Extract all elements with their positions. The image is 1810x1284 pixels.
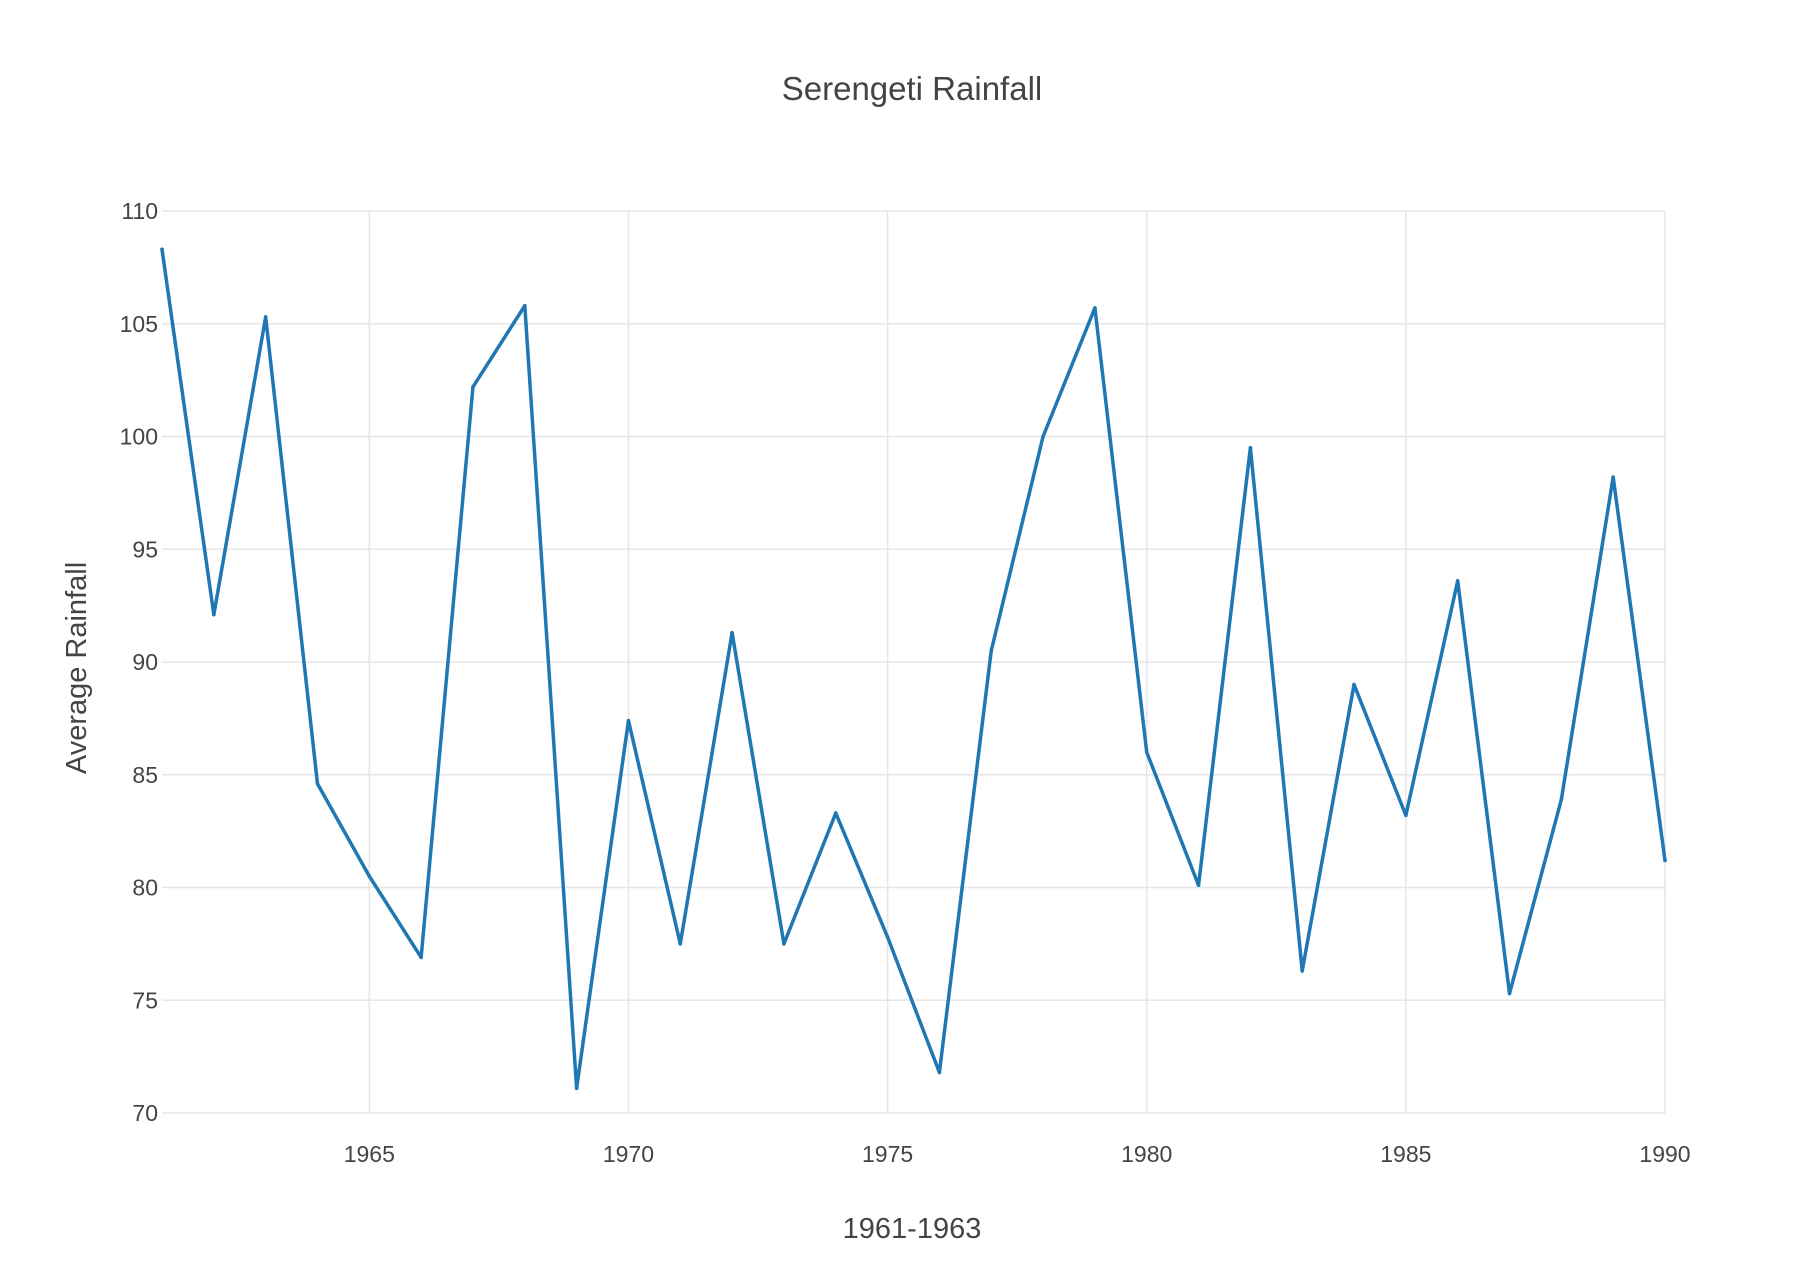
y-tick-label: 110 bbox=[121, 198, 158, 224]
x-tick-label: 1980 bbox=[1121, 1141, 1172, 1167]
data-point bbox=[1559, 797, 1564, 802]
data-point bbox=[160, 247, 164, 252]
y-tick-label: 85 bbox=[132, 762, 158, 788]
y-tick-label: 80 bbox=[132, 875, 158, 901]
x-tick-label: 1985 bbox=[1380, 1141, 1431, 1167]
x-axis-title: 1961-1963 bbox=[843, 1213, 982, 1245]
data-point bbox=[367, 874, 372, 879]
data-point bbox=[574, 1086, 579, 1090]
y-axis-title: Average Rainfall bbox=[61, 562, 93, 774]
chart-title: Serengeti Rainfall bbox=[782, 70, 1043, 107]
y-axis-ticks: 70 75 80 85 90 95 100 105 110 bbox=[120, 198, 158, 1126]
y-tick-label: 75 bbox=[132, 987, 158, 1013]
data-point bbox=[937, 1070, 942, 1075]
data-point bbox=[1041, 434, 1045, 439]
data-point bbox=[1455, 579, 1460, 583]
data-point bbox=[263, 315, 268, 319]
data-point bbox=[212, 612, 216, 617]
grid-lines bbox=[162, 210, 1666, 1114]
data-point bbox=[1611, 475, 1615, 479]
y-tick-label: 70 bbox=[132, 1100, 158, 1126]
data-point bbox=[1196, 883, 1201, 888]
x-tick-label: 1990 bbox=[1639, 1141, 1690, 1167]
plot-area bbox=[160, 247, 1667, 1090]
data-point bbox=[678, 942, 683, 946]
data-point bbox=[522, 303, 527, 308]
x-tick-label: 1975 bbox=[862, 1141, 913, 1167]
y-tick-label: 105 bbox=[120, 311, 158, 337]
x-axis-ticks: 1965 1970 1975 1980 1985 1990 bbox=[344, 1141, 1691, 1167]
data-point bbox=[1300, 969, 1305, 973]
data-point bbox=[730, 630, 734, 635]
data-point bbox=[989, 648, 994, 653]
data-point bbox=[1663, 858, 1667, 863]
data-point bbox=[1144, 750, 1149, 754]
data-point bbox=[471, 385, 475, 389]
data-point bbox=[833, 811, 838, 815]
data-point bbox=[419, 955, 423, 960]
data-point bbox=[1507, 991, 1512, 996]
y-tick-label: 100 bbox=[120, 424, 158, 450]
data-point bbox=[1352, 682, 1356, 687]
data-point bbox=[1248, 445, 1253, 450]
data-point bbox=[1093, 306, 1097, 310]
data-point bbox=[885, 935, 890, 939]
x-tick-label: 1965 bbox=[344, 1141, 395, 1167]
data-point bbox=[315, 781, 320, 786]
data-point bbox=[626, 718, 631, 723]
y-tick-label: 90 bbox=[132, 649, 158, 675]
series-line bbox=[160, 247, 1667, 1090]
x-tick-label: 1970 bbox=[603, 1141, 654, 1167]
y-tick-label: 95 bbox=[132, 536, 158, 562]
data-point bbox=[1404, 813, 1408, 818]
data-point bbox=[782, 942, 786, 946]
